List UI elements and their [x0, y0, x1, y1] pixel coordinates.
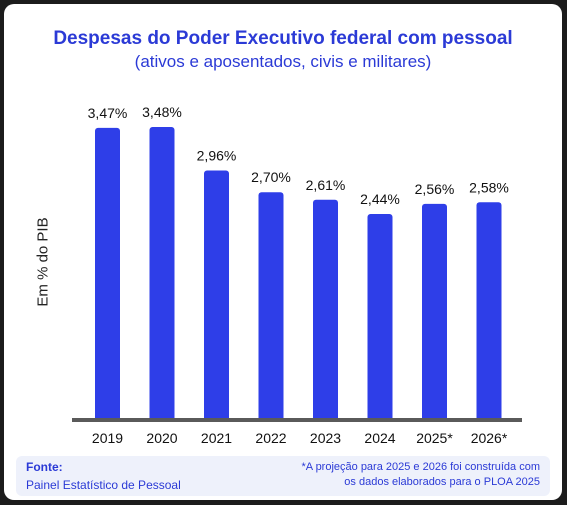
value-label-2020: 3,48%: [142, 104, 182, 120]
value-label-2019: 3,47%: [88, 105, 128, 121]
value-label-2023: 2,61%: [306, 177, 346, 193]
bar-2023: [313, 199, 338, 422]
bar-2026*: [476, 202, 502, 422]
value-label-2024: 2,44%: [360, 191, 400, 207]
bar-chart: 3,47% 2019 3,48% 2020 2,96% 2021 2,70% 2022 2,61…: [72, 104, 522, 446]
projection-note-line-1: *A projeção para 2025 e 2026 foi constru…: [301, 461, 541, 473]
value-label-2022: 2,70%: [251, 169, 291, 185]
x-tick-2023: 2023: [310, 430, 341, 446]
value-label-2026*: 2,58%: [469, 179, 509, 195]
bar-2025*: [422, 203, 447, 422]
x-tick-2019: 2019: [92, 430, 123, 446]
projection-note-line-2: os dados elaborados para o PLOA 2025: [344, 476, 540, 488]
x-tick-2024: 2024: [364, 430, 395, 446]
value-label-2025*: 2,56%: [415, 181, 455, 197]
x-tick-2026*: 2026*: [471, 430, 508, 446]
source-value: Painel Estatístico de Pessoal: [26, 478, 181, 492]
bar-2021: [204, 170, 229, 422]
bar-2020: [149, 127, 175, 422]
chart-card: Despesas do Poder Executivo federal com …: [4, 4, 562, 500]
bar-2022: [258, 192, 284, 422]
chart-title: Despesas do Poder Executivo federal com …: [53, 28, 513, 49]
x-tick-2022: 2022: [255, 430, 286, 446]
x-tick-2025*: 2025*: [416, 430, 453, 446]
x-tick-2020: 2020: [146, 430, 177, 446]
bar-2024: [367, 213, 393, 422]
x-tick-2021: 2021: [201, 430, 232, 446]
bar-2019: [95, 127, 120, 422]
chart-subtitle: (ativos e aposentados, civis e militares…: [134, 52, 432, 71]
footer-box: Fonte: Painel Estatístico de Pessoal *A …: [16, 456, 550, 496]
value-label-2021: 2,96%: [197, 147, 237, 163]
projection-note: *A projeção para 2025 e 2026 foi constru…: [240, 460, 541, 490]
source-label: Fonte:: [26, 460, 63, 474]
x-axis-baseline: [72, 418, 522, 422]
